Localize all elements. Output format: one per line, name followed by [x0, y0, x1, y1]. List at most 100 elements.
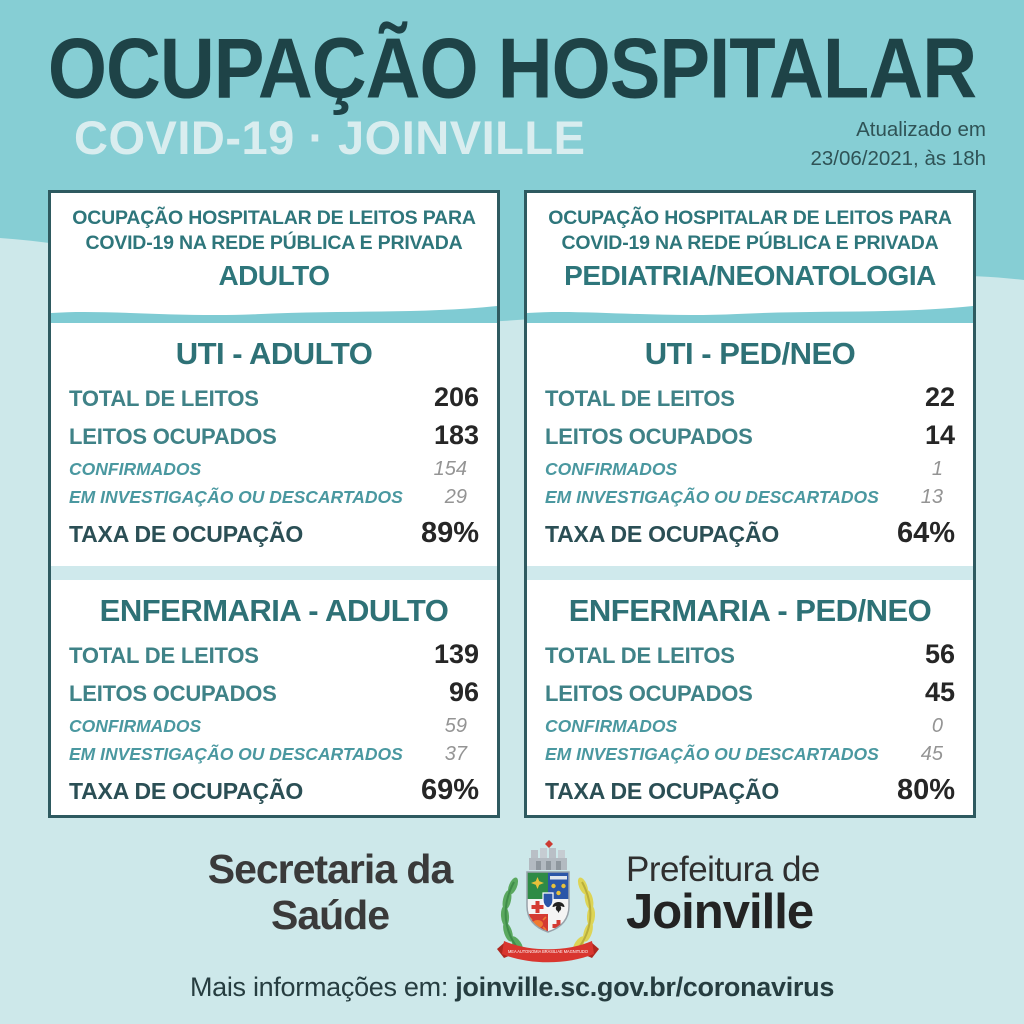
stat-row: LEITOS OCUPADOS 14 [545, 420, 955, 451]
stat-row: CONFIRMADOS 59 [69, 715, 479, 738]
section-divider [51, 565, 497, 580]
stat-label: EM INVESTIGAÇÃO OU DESCARTADOS [545, 486, 879, 507]
stat-row: LEITOS OCUPADOS 45 [545, 677, 955, 708]
stat-label: EM INVESTIGAÇÃO OU DESCARTADOS [545, 743, 879, 764]
card-header-line1: OCUPAÇÃO HOSPITALAR DE LEITOS PARA [72, 207, 476, 229]
stat-row: EM INVESTIGAÇÃO OU DESCARTADOS 13 [545, 486, 955, 509]
secretaria-line1: Secretaria da [207, 846, 454, 892]
stat-value: 96 [448, 676, 479, 707]
stat-label: TAXA DE OCUPAÇÃO [69, 777, 304, 804]
card-header: OCUPAÇÃO HOSPITALAR DE LEITOS PARA COVID… [527, 193, 973, 301]
card-header-line2: COVID-19 NA REDE PÚBLICA E PRIVADA [561, 232, 939, 255]
footer-url: joinville.sc.gov.br/coronavirus [455, 972, 835, 1002]
occupancy-cards: OCUPAÇÃO HOSPITALAR DE LEITOS PARA COVID… [48, 190, 976, 818]
decorative-wave-band [51, 300, 497, 323]
stat-label: EM INVESTIGAÇÃO OU DESCARTADOS [69, 743, 403, 764]
section-uti-pedneo: UTI - PED/NEO TOTAL DE LEITOS 22 LEITOS … [527, 323, 973, 556]
stat-label: TOTAL DE LEITOS [545, 385, 735, 411]
crest-motto: MEA AUTONOMIA BRASILIAE MAGNITUDO [508, 949, 588, 954]
stat-row: TOTAL DE LEITOS 139 [69, 639, 479, 670]
stat-value: 0 [931, 714, 943, 737]
prefeitura-joinville-label: Prefeitura de Joinville [626, 850, 820, 940]
stat-rows: TOTAL DE LEITOS 139 LEITOS OCUPADOS 96 C… [51, 639, 497, 807]
secretaria-line2: Saúde [270, 892, 390, 939]
card-category-label: PEDIATRIA/NEONATOLOGIA [564, 259, 936, 291]
section-uti-adult: UTI - ADULTO TOTAL DE LEITOS 206 LEITOS … [51, 323, 497, 556]
stat-value: 59 [444, 714, 467, 737]
stat-value: 37 [444, 742, 467, 765]
card-header: OCUPAÇÃO HOSPITALAR DE LEITOS PARA COVID… [51, 193, 497, 301]
stat-row: CONFIRMADOS 154 [69, 458, 479, 481]
updated-line2: 23/06/2021, às 18h [810, 146, 986, 170]
stat-row: EM INVESTIGAÇÃO OU DESCARTADOS 45 [545, 743, 955, 766]
stat-value: 154 [433, 457, 467, 480]
section-title: UTI - ADULTO [175, 335, 373, 371]
prefeitura-line1: Prefeitura de [626, 850, 820, 889]
stat-value: 45 [924, 676, 955, 707]
joinville-coat-of-arms-icon: MEA AUTONOMIA BRASILIAE MAGNITUDO [497, 840, 599, 963]
section-title: ENFERMARIA - PED/NEO [568, 592, 932, 628]
stat-row: TOTAL DE LEITOS 206 [69, 382, 479, 413]
section-enfermaria-pedneo: ENFERMARIA - PED/NEO TOTAL DE LEITOS 56 … [527, 580, 973, 813]
stat-value: 64% [896, 516, 955, 549]
stat-row: TAXA DE OCUPAÇÃO 64% [545, 517, 955, 550]
stat-label: TAXA DE OCUPAÇÃO [545, 777, 780, 804]
stat-value: 45 [920, 742, 943, 765]
updated-timestamp: Atualizado em 23/06/2021, às 18h [810, 116, 986, 173]
footer-label: Mais informações em: [189, 972, 449, 1002]
stat-label: EM INVESTIGAÇÃO OU DESCARTADOS [69, 486, 403, 507]
page-subtitle: COVID-19 · JOINVILLE [74, 111, 586, 164]
card-header-line2: COVID-19 NA REDE PÚBLICA E PRIVADA [85, 232, 463, 255]
stat-label: CONFIRMADOS [545, 715, 678, 736]
stat-value: 56 [924, 638, 955, 669]
secretaria-saude-label: Secretaria da Saúde [150, 846, 510, 939]
stat-value: 183 [433, 419, 479, 450]
stat-rows: TOTAL DE LEITOS 22 LEITOS OCUPADOS 14 CO… [527, 382, 973, 550]
stat-row: TAXA DE OCUPAÇÃO 80% [545, 774, 955, 807]
stat-row: TOTAL DE LEITOS 56 [545, 639, 955, 670]
stat-row: LEITOS OCUPADOS 96 [69, 677, 479, 708]
stat-row: CONFIRMADOS 0 [545, 715, 955, 738]
stat-label: LEITOS OCUPADOS [545, 680, 753, 706]
stat-value: 1 [931, 457, 943, 480]
stat-label: CONFIRMADOS [69, 715, 202, 736]
occupancy-card-pediatric: OCUPAÇÃO HOSPITALAR DE LEITOS PARA COVID… [524, 190, 976, 818]
stat-value: 29 [444, 485, 467, 508]
stat-row: EM INVESTIGAÇÃO OU DESCARTADOS 37 [69, 743, 479, 766]
updated-line1: Atualizado em [856, 118, 986, 141]
stat-label: TOTAL DE LEITOS [545, 642, 735, 668]
stat-label: TOTAL DE LEITOS [69, 385, 259, 411]
stat-value: 13 [920, 485, 943, 508]
stat-label: CONFIRMADOS [545, 458, 678, 479]
decorative-wave-band [527, 300, 973, 323]
occupancy-card-adult: OCUPAÇÃO HOSPITALAR DE LEITOS PARA COVID… [48, 190, 500, 818]
branding-area: Secretaria da Saúde [0, 838, 1024, 968]
stat-row: LEITOS OCUPADOS 183 [69, 420, 479, 451]
stat-value: 139 [433, 638, 479, 669]
stat-label: CONFIRMADOS [69, 458, 202, 479]
stat-value: 22 [924, 381, 955, 412]
stat-label: TAXA DE OCUPAÇÃO [545, 520, 780, 547]
section-divider [527, 565, 973, 580]
section-enfermaria-adult: ENFERMARIA - ADULTO TOTAL DE LEITOS 139 … [51, 580, 497, 813]
stat-row: TAXA DE OCUPAÇÃO 89% [69, 517, 479, 550]
stat-label: LEITOS OCUPADOS [69, 680, 277, 706]
footer-info: Mais informações em: joinville.sc.gov.br… [0, 972, 1024, 1003]
stat-row: TAXA DE OCUPAÇÃO 69% [69, 774, 479, 807]
stat-label: TOTAL DE LEITOS [69, 642, 259, 668]
stat-row: EM INVESTIGAÇÃO OU DESCARTADOS 29 [69, 486, 479, 509]
section-title: ENFERMARIA - ADULTO [99, 592, 449, 628]
card-category-label: ADULTO [218, 259, 330, 291]
stat-value: 206 [433, 381, 479, 412]
card-header-line1: OCUPAÇÃO HOSPITALAR DE LEITOS PARA [548, 207, 952, 229]
page-title: OCUPAÇÃO HOSPITALAR [47, 21, 977, 117]
stat-row: TOTAL DE LEITOS 22 [545, 382, 955, 413]
stat-value: 80% [896, 773, 955, 806]
stat-value: 89% [420, 516, 479, 549]
stat-value: 69% [420, 773, 479, 806]
section-title: UTI - PED/NEO [644, 335, 856, 371]
stat-label: LEITOS OCUPADOS [545, 423, 753, 449]
stat-rows: TOTAL DE LEITOS 56 LEITOS OCUPADOS 45 CO… [527, 639, 973, 807]
stat-rows: TOTAL DE LEITOS 206 LEITOS OCUPADOS 183 … [51, 382, 497, 550]
